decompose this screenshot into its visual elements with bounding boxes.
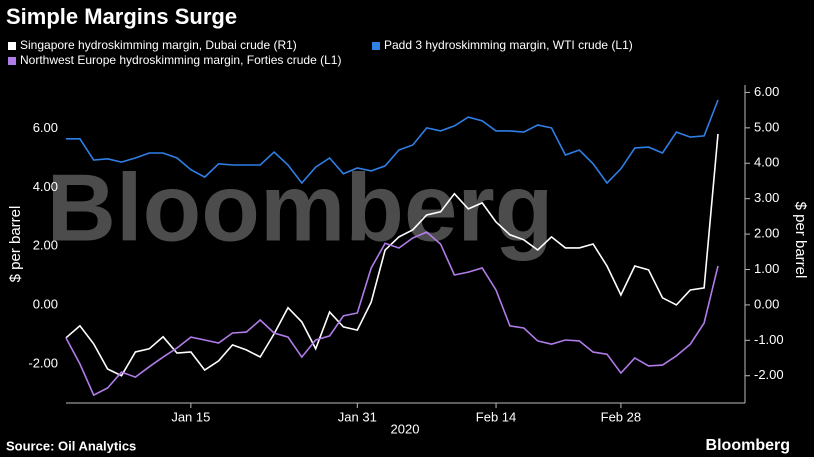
y-tick-label: 2.00 xyxy=(33,238,58,253)
legend-label: Northwest Europe hydroskimming margin, F… xyxy=(20,53,341,67)
y2-tick-label: -1.00 xyxy=(754,332,784,347)
legend-swatch xyxy=(8,57,16,65)
y2-tick-label: 6.00 xyxy=(754,84,779,99)
x-tick-label: Jan 15 xyxy=(171,409,210,424)
x-tick-label: Jan 31 xyxy=(338,409,377,424)
y-tick-label: 4.00 xyxy=(33,179,58,194)
legend-swatch xyxy=(8,42,16,50)
legend-swatch xyxy=(372,42,380,50)
brand: Bloomberg xyxy=(706,437,790,454)
chart-title: Simple Margins Surge xyxy=(6,4,237,29)
y2-tick-label: 2.00 xyxy=(754,226,779,241)
watermark: Bloomberg xyxy=(47,154,554,261)
y-axis-label: $ per barrel xyxy=(7,206,24,283)
series-line xyxy=(66,99,719,185)
x-axis-label: 2020 xyxy=(391,421,420,436)
legend-label: Singapore hydroskimming margin, Dubai cr… xyxy=(20,38,297,52)
y-tick-label: -2.00 xyxy=(28,355,58,370)
x-tick-label: Feb 28 xyxy=(601,409,641,424)
series-line xyxy=(65,231,719,397)
x-tick-label: Feb 14 xyxy=(476,409,516,424)
y2-tick-label: 4.00 xyxy=(754,155,779,170)
y2-axis-label: $ per barrel xyxy=(792,202,809,279)
y2-tick-label: 0.00 xyxy=(754,296,779,311)
source: Source: Oil Analytics xyxy=(6,438,136,453)
y2-tick-label: 1.00 xyxy=(754,261,779,276)
legend-label: Padd 3 hydroskimming margin, WTI crude (… xyxy=(384,38,633,52)
y-tick-label: 0.00 xyxy=(33,296,58,311)
y2-tick-label: 5.00 xyxy=(754,119,779,134)
y-tick-label: 6.00 xyxy=(33,120,58,135)
y2-tick-label: 3.00 xyxy=(754,190,779,205)
y2-tick-label: -2.00 xyxy=(754,367,784,382)
